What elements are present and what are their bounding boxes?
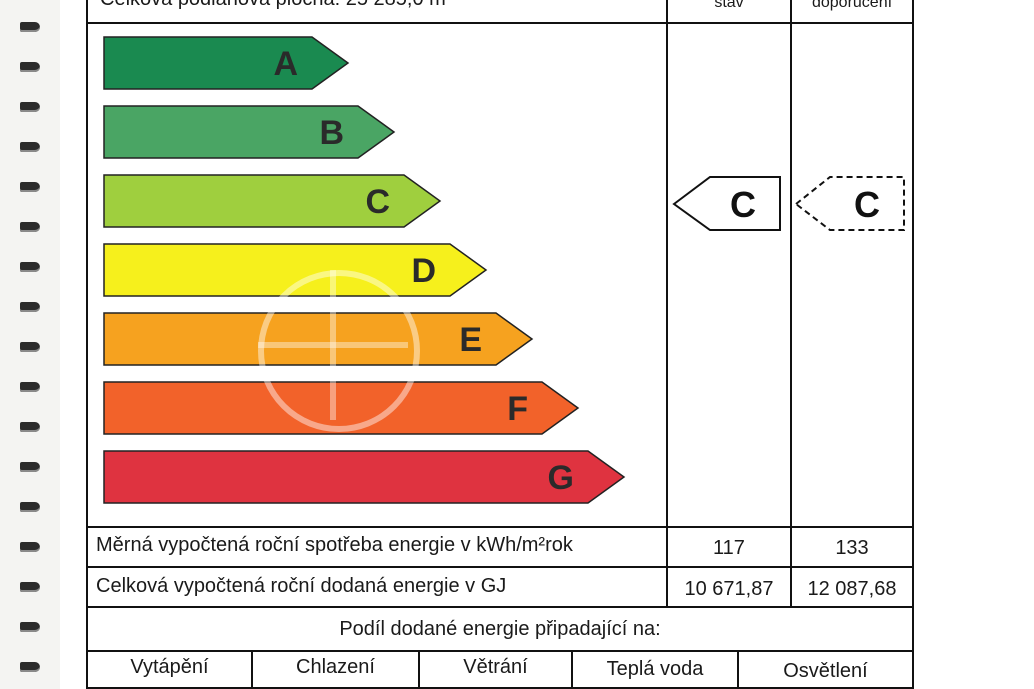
- watermark-logo: [258, 270, 420, 432]
- energy-class-bar-shape: [103, 243, 488, 297]
- energy-class-bar-a: A: [103, 36, 350, 90]
- energy-class-bar-c: C: [103, 174, 442, 228]
- binding-ring: [20, 262, 40, 272]
- watermark-logo-horizontal: [258, 342, 408, 348]
- binding-ring: [20, 302, 40, 312]
- binding-ring: [20, 582, 40, 592]
- current-class-arrow: [672, 176, 781, 231]
- binding-ring: [20, 462, 40, 472]
- energy-class-bar-g: G: [103, 450, 626, 504]
- energy-class-letter: C: [365, 183, 390, 221]
- energy-class-letter: G: [548, 459, 574, 497]
- energy-class-bar-shape: [103, 105, 396, 159]
- energy-class-bar-d: D: [103, 243, 488, 297]
- binding-ring: [20, 182, 40, 192]
- share-column-ventilation: Větrání: [463, 656, 528, 678]
- energy-class-bar-shape: [103, 450, 626, 504]
- energy-class-bar-shape: [103, 174, 442, 228]
- binding-ring: [20, 222, 40, 232]
- share-column-lighting: Osvětlení: [783, 660, 868, 682]
- binding-ring: [20, 422, 40, 432]
- energy-class-letter: F: [507, 390, 528, 428]
- energy-class-bar-b: B: [103, 105, 396, 159]
- specific-consumption-recommended: 133: [835, 537, 869, 559]
- energy-class-bar-shape: [103, 36, 350, 90]
- specific-consumption-label: Měrná vypočtená roční spotřeba energie v…: [96, 534, 573, 556]
- total-energy-label: Celková vypočtená roční dodaná energie v…: [96, 575, 507, 597]
- binding-ring: [20, 142, 40, 152]
- specific-consumption-current: 117: [713, 537, 745, 559]
- energy-class-letter: D: [411, 252, 436, 290]
- energy-class-letter: A: [273, 45, 298, 83]
- binding-ring: [20, 662, 40, 672]
- energy-share-title: Podíl dodané energie připadající na:: [339, 618, 661, 640]
- binding-ring: [20, 382, 40, 392]
- floor-area-label: Celková podlahová plocha: 25 285,0 m²: [100, 0, 452, 11]
- energy-class-letter: B: [319, 114, 344, 152]
- total-energy-current: 10 671,87: [684, 578, 774, 600]
- binding-ring: [20, 22, 40, 32]
- current-class-letter: C: [730, 184, 756, 225]
- watermark-logo-vertical: [330, 270, 336, 420]
- binding-ring: [20, 342, 40, 352]
- column-header-recommended: doporučení: [811, 0, 893, 11]
- share-column-cooling: Chlazení: [296, 656, 375, 678]
- spiral-binding: [0, 0, 60, 689]
- binding-ring: [20, 62, 40, 72]
- binding-ring: [20, 102, 40, 112]
- share-column-hot-water: Teplá voda: [606, 658, 704, 680]
- recommended-class-letter: C: [854, 184, 880, 225]
- binding-ring: [20, 542, 40, 552]
- energy-class-letter: E: [459, 321, 482, 359]
- column-header-current: stav: [714, 0, 744, 11]
- binding-ring: [20, 502, 40, 512]
- share-column-heating: Vytápění: [130, 656, 209, 678]
- recommended-class-arrow: [794, 176, 905, 231]
- binding-ring: [20, 622, 40, 632]
- total-energy-recommended: 12 087,68: [807, 578, 897, 600]
